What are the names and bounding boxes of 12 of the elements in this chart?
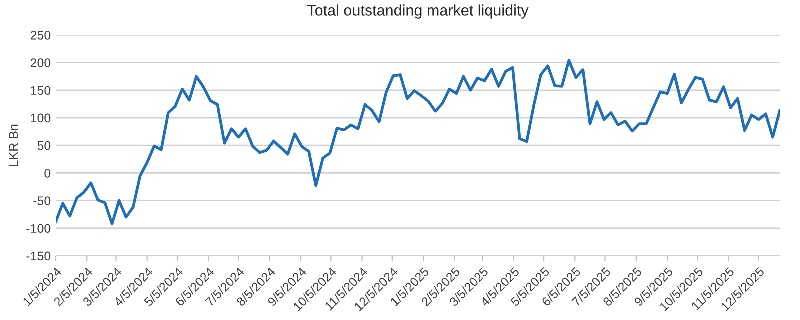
y-tick-label: 100 — [31, 114, 51, 123]
y-axis-title: LKR Bn — [9, 124, 18, 166]
chart-title: Total outstanding market liquidity — [308, 4, 529, 19]
y-tick-label: 150 — [31, 86, 51, 96]
y-tick-label: 250 — [30, 31, 51, 40]
y-tick-label: -150 — [26, 252, 51, 261]
y-tick-label: -100 — [26, 224, 51, 234]
y-tick-label: 0 — [44, 169, 51, 178]
y-tick-label: -50 — [34, 196, 51, 206]
line-series — [56, 59, 780, 226]
y-tick-label: 50 — [38, 141, 51, 150]
y-tick-label: 200 — [30, 58, 51, 68]
